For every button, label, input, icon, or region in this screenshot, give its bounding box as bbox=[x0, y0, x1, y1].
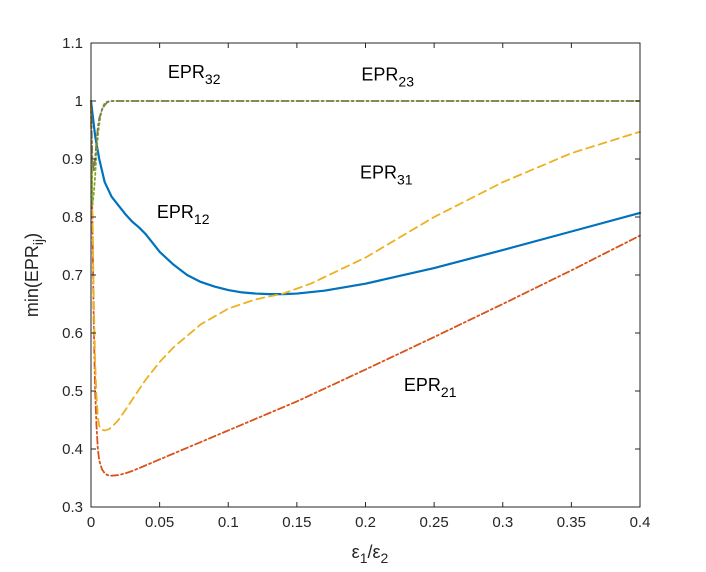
x-tick-label: 0.15 bbox=[282, 514, 311, 531]
axes-layer bbox=[90, 42, 641, 508]
y-tick-label: 0.9 bbox=[62, 151, 83, 168]
plot-frame bbox=[90, 42, 641, 508]
annotation-layer: EPR32 EPR23 EPR31 EPR12 EPR21 bbox=[157, 62, 457, 400]
x-tick-label: 0.05 bbox=[145, 514, 174, 531]
x-tick-label: 0.2 bbox=[355, 514, 376, 531]
series-layer bbox=[89, 99, 642, 477]
y-tick-label: 0.7 bbox=[62, 267, 83, 284]
series-line-s21 bbox=[90, 105, 641, 477]
x-tick-label: 0.1 bbox=[218, 514, 239, 531]
annotation-epr32: EPR32 bbox=[168, 62, 221, 87]
x-axis-label: ε1/ε2 bbox=[352, 542, 389, 566]
y-tick-label: 1 bbox=[75, 93, 83, 110]
x-tick-label: 0 bbox=[87, 514, 95, 531]
y-tick-label: 0.8 bbox=[62, 209, 83, 226]
series-line-s32 bbox=[90, 100, 641, 207]
annotation-epr21: EPR21 bbox=[404, 375, 457, 400]
y-tick-label: 0.4 bbox=[62, 441, 83, 458]
tick-label-layer: 0 0.05 0.1 0.15 0.2 0.25 0.3 0.35 0.4 0.3 0.4 0.5 0.… bbox=[62, 35, 650, 531]
annotation-epr31: EPR31 bbox=[360, 163, 413, 188]
x-tick-label: 0.25 bbox=[420, 514, 449, 531]
x-tick-label: 0.3 bbox=[492, 514, 513, 531]
y-tick-label: 1.1 bbox=[62, 35, 83, 52]
x-tick-label: 0.35 bbox=[557, 514, 586, 531]
annotation-epr12: EPR12 bbox=[157, 202, 210, 227]
y-tick-label: 0.6 bbox=[62, 325, 83, 342]
x-tick-label: 0.4 bbox=[630, 514, 651, 531]
series-line-s12 bbox=[89, 99, 642, 296]
y-tick-label: 0.3 bbox=[62, 499, 83, 516]
series-line-s31 bbox=[90, 105, 641, 432]
y-tick-label: 0.5 bbox=[62, 383, 83, 400]
annotation-epr23: EPR23 bbox=[361, 65, 414, 90]
y-axis-label: min(EPRij) bbox=[22, 233, 46, 317]
series-line-s23 bbox=[90, 100, 641, 172]
